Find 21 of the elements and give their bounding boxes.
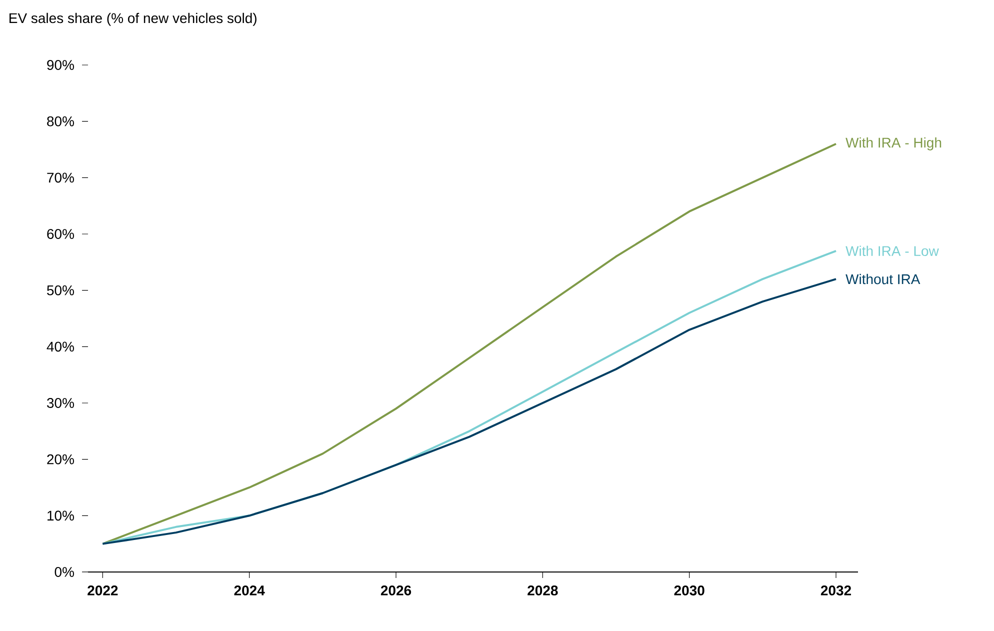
x-tick-label: 2032 bbox=[820, 586, 852, 596]
series-label: With IRA - High bbox=[846, 137, 942, 150]
y-tick-label: 10% bbox=[48, 510, 74, 521]
x-tick-label: 2030 bbox=[674, 586, 704, 596]
y-axis-title: EV sales share (% of new vehicles sold) bbox=[10, 12, 256, 26]
x-tick-label: 2022 bbox=[88, 586, 118, 596]
y-tick-label: 60% bbox=[47, 229, 74, 239]
y-tick-label: 70% bbox=[47, 172, 74, 183]
line-series bbox=[102, 142, 837, 545]
y-tick-label: 50% bbox=[47, 285, 74, 296]
y-tick-label: 40% bbox=[46, 342, 74, 352]
y-tick-label: 90% bbox=[47, 60, 74, 70]
y-tick-label: 80% bbox=[47, 116, 74, 126]
series-label: With IRA - Low bbox=[846, 246, 939, 256]
x-tick-label: 2024 bbox=[234, 586, 265, 596]
y-tick-label: 20% bbox=[47, 454, 74, 464]
y-tick-label: 0% bbox=[54, 567, 74, 577]
x-tick-label: 2026 bbox=[380, 586, 412, 596]
x-tick-label: 2028 bbox=[528, 586, 558, 596]
series-label: Without IRA bbox=[846, 274, 920, 284]
y-tick-label: 30% bbox=[47, 398, 74, 408]
